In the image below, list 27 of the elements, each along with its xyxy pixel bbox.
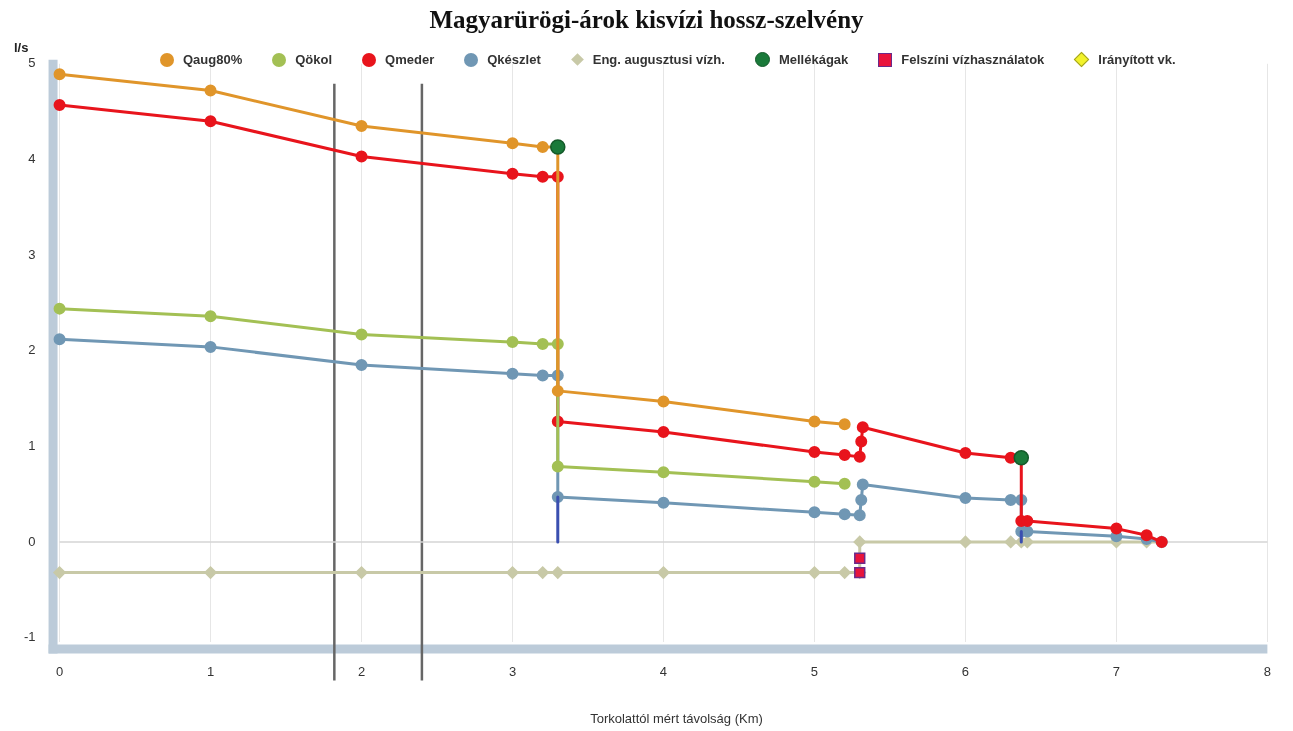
x-tick-label: 7 xyxy=(1112,663,1121,679)
y-tick-label: 5 xyxy=(28,55,36,71)
legend-label: Eng. augusztusi vízh. xyxy=(592,52,725,67)
x-tick-label: 3 xyxy=(508,663,517,679)
y-tick-label: -1 xyxy=(24,629,36,645)
x-tick-label: 8 xyxy=(1263,663,1271,679)
chart-title: Magyarürögi-árok kisvízi hossz-szelvény xyxy=(428,6,865,34)
y-tick-label: 3 xyxy=(28,246,36,262)
y-tick-label: 2 xyxy=(28,342,36,358)
y-tick-label: 0 xyxy=(28,533,36,549)
y-axis-title: l/s xyxy=(14,40,29,55)
y-tick-label: 4 xyxy=(28,151,36,167)
legend-label: Qökol xyxy=(295,52,333,67)
x-tick-label: 1 xyxy=(206,663,215,679)
legend-label: Mellékágak xyxy=(778,52,849,67)
x-tick-label: 2 xyxy=(357,663,366,679)
x-tick-label: 4 xyxy=(659,663,668,679)
x-axis-title: Torkolattól mért távolság (Km) xyxy=(589,711,764,726)
legend-label: Qmeder xyxy=(385,52,435,67)
legend-label: Irányított vk. xyxy=(1098,52,1176,67)
y-tick-label: 1 xyxy=(28,437,36,453)
legend-label: Qaug80% xyxy=(183,52,243,67)
x-tick-label: 0 xyxy=(55,663,64,679)
legend-label: Qkészlet xyxy=(487,52,541,67)
x-tick-label: 6 xyxy=(961,663,970,679)
legend-label: Felszíni vízhasználatok xyxy=(901,52,1045,67)
x-tick-label: 5 xyxy=(810,663,819,679)
